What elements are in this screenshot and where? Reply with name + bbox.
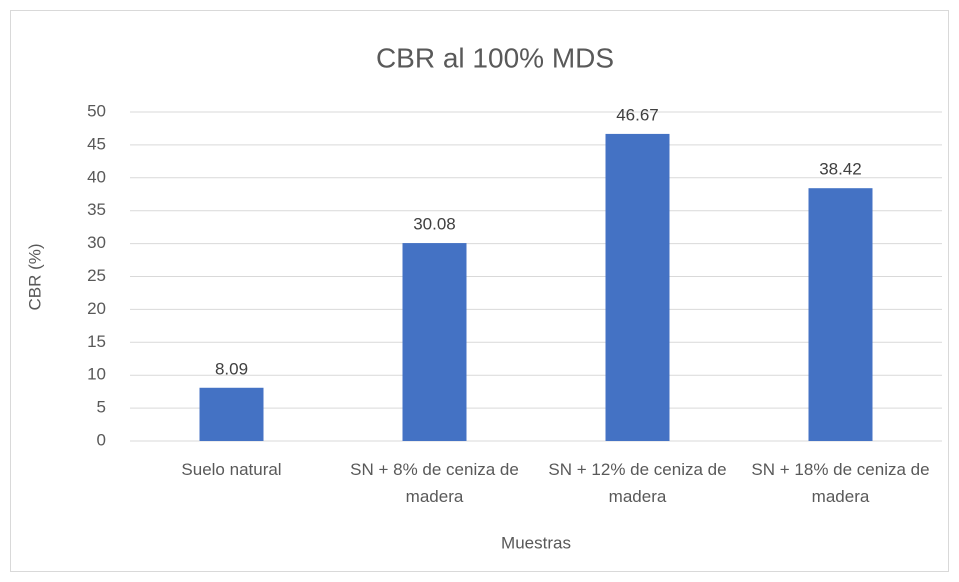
x-tick-label: SN + 18% de ceniza de madera <box>751 460 930 506</box>
data-label: 30.08 <box>413 215 456 234</box>
x-tick-label: SN + 12% de ceniza de madera <box>548 460 727 506</box>
data-label: 38.42 <box>819 160 862 179</box>
x-tick-label: Suelo natural <box>181 460 282 479</box>
y-tick-label: 5 <box>97 398 106 417</box>
y-tick-label: 40 <box>87 167 106 186</box>
data-label: 46.67 <box>616 105 659 124</box>
bar <box>808 188 873 441</box>
y-tick-label: 30 <box>87 233 106 252</box>
y-tick-label: 35 <box>87 200 106 219</box>
y-tick-label: 50 <box>87 101 106 120</box>
x-tick-label: SN + 8% de ceniza de madera <box>350 460 519 506</box>
y-axis-label: CBR (%) <box>25 243 44 310</box>
y-tick-label: 10 <box>87 365 106 384</box>
bar <box>605 133 670 441</box>
bar <box>199 387 264 441</box>
y-tick-label: 20 <box>87 299 106 318</box>
data-label: 8.09 <box>215 359 248 378</box>
y-tick-label: 25 <box>87 266 106 285</box>
x-axis-label: Muestras <box>501 533 571 552</box>
bar <box>402 243 467 441</box>
y-tick-label: 0 <box>97 430 106 449</box>
chart-frame <box>10 10 949 572</box>
y-tick-label: 45 <box>87 134 106 153</box>
chart-title: CBR al 100% MDS <box>376 42 614 73</box>
y-tick-label: 15 <box>87 332 106 351</box>
